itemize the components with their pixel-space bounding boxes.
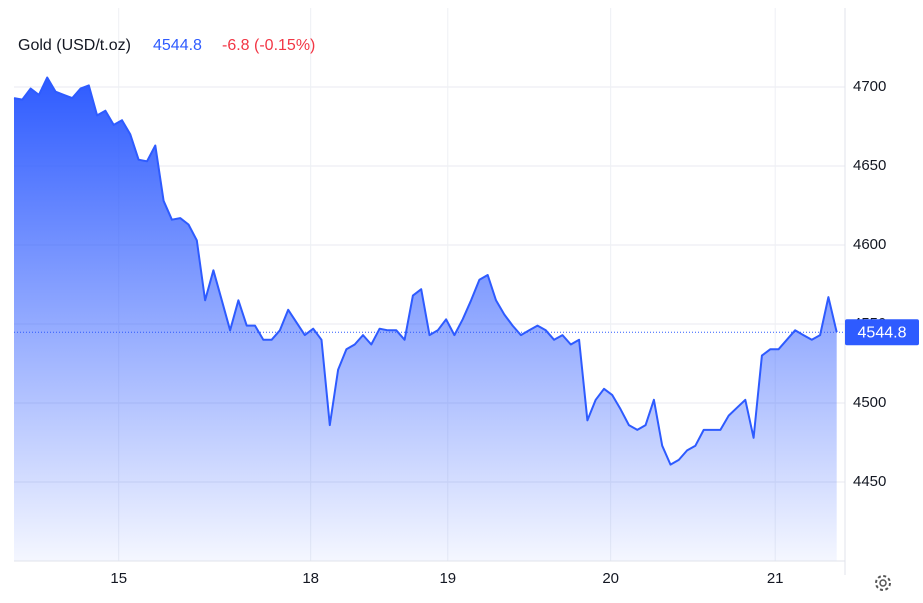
x-tick-label: 19 <box>439 570 456 587</box>
x-tick-label: 18 <box>302 570 319 587</box>
settings-icon[interactable] <box>875 575 891 591</box>
price-tag-label: 4544.8 <box>858 324 907 341</box>
change: -6.8 (-0.15%) <box>222 37 315 54</box>
x-tick-label: 15 <box>110 570 127 587</box>
y-tick-label: 4600 <box>853 236 886 253</box>
x-tick-label: 21 <box>767 570 784 587</box>
price: 4544.8 <box>153 37 202 54</box>
y-tick-label: 4650 <box>853 157 886 174</box>
y-tick-label: 4450 <box>853 473 886 490</box>
line <box>13 76 838 466</box>
y-tick-label: 4500 <box>853 394 886 411</box>
area <box>14 77 837 561</box>
x-tick-label: 20 <box>602 570 619 587</box>
y-tick-label: 4700 <box>853 78 886 95</box>
chart-title: Gold (USD/t.oz) <box>18 37 131 54</box>
price-tag <box>845 319 919 346</box>
